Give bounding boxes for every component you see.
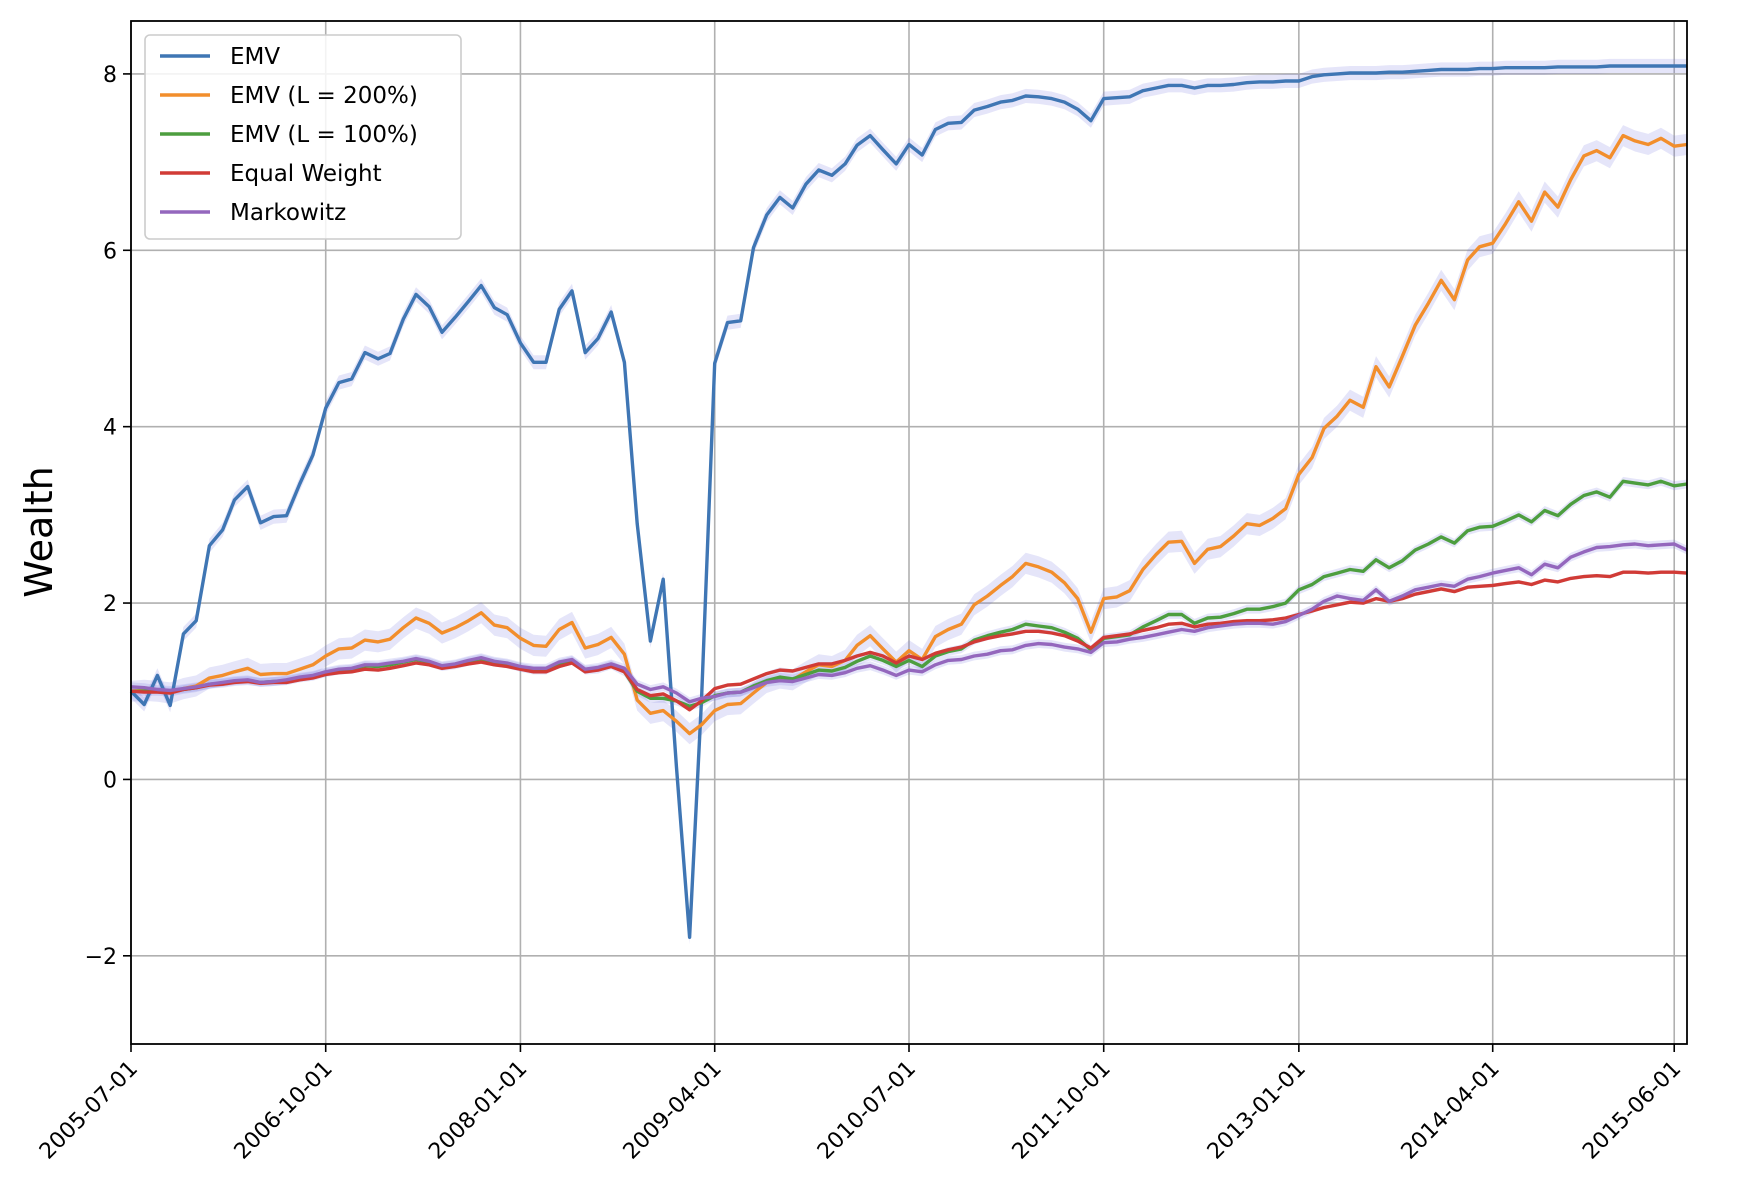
series-line (129, 64, 1687, 939)
legend-item: EMV (L = 100%) (160, 122, 418, 148)
confidence-band (131, 539, 1687, 707)
y-tick-label: 8 (103, 63, 117, 88)
confidence-band (131, 476, 1687, 711)
y-axis-ticks: −2 0 2 4 6 8 (85, 63, 131, 970)
series-line (130, 133, 1688, 736)
legend: EMV EMV (L = 200%) EMV (L = 100%) Equal Wei… (144, 34, 462, 240)
legend-label: EMV (230, 44, 280, 70)
legend-box (144, 34, 462, 240)
series-lines (129, 64, 1688, 939)
series-line (130, 570, 1688, 712)
legend-item: Markowitz (160, 200, 346, 226)
y-tick-label: 0 (103, 768, 117, 793)
y-axis-title: Wealth (17, 466, 61, 598)
legend-label: EMV (L = 100%) (230, 122, 418, 148)
y-tick-label: −2 (85, 945, 117, 970)
legend-label: EMV (L = 200%) (230, 83, 418, 109)
series-line (130, 542, 1688, 704)
legend-item: EMV (L = 200%) (160, 83, 418, 109)
legend-label: Markowitz (230, 200, 346, 226)
series-line (131, 479, 1688, 708)
legend-item: EMV (160, 44, 280, 70)
legend-item: Equal Weight (160, 161, 382, 187)
legend-label: Equal Weight (230, 161, 382, 187)
y-tick-label: 6 (103, 239, 117, 264)
y-tick-label: 2 (103, 592, 117, 617)
y-tick-label: 4 (103, 416, 117, 441)
